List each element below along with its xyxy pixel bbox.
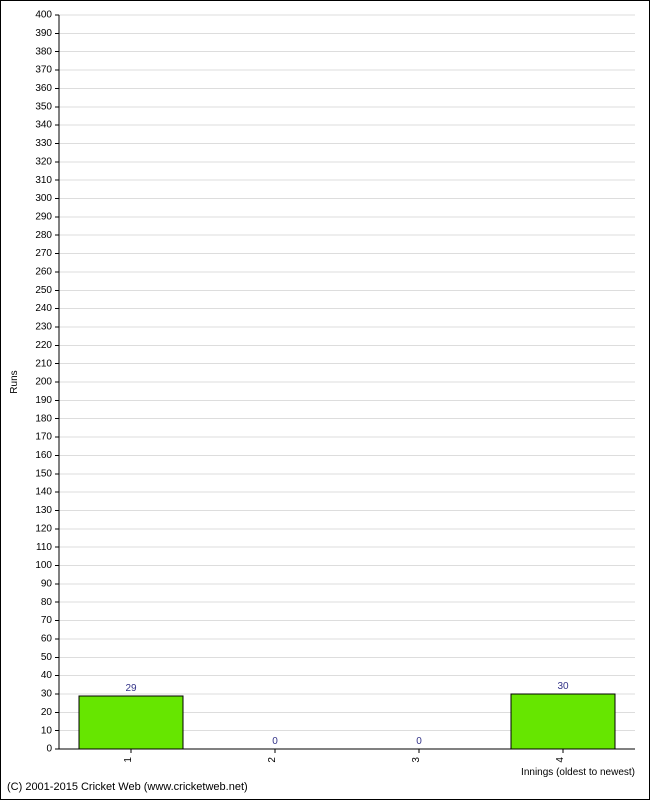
svg-text:400: 400 [35, 10, 52, 21]
svg-text:0: 0 [46, 744, 52, 755]
svg-text:70: 70 [41, 615, 53, 626]
svg-text:120: 120 [35, 523, 52, 534]
svg-text:0: 0 [272, 736, 278, 747]
svg-text:230: 230 [35, 322, 52, 333]
svg-text:180: 180 [35, 413, 52, 424]
svg-text:20: 20 [41, 707, 53, 718]
svg-text:150: 150 [35, 468, 52, 479]
svg-text:40: 40 [41, 670, 53, 681]
svg-text:140: 140 [35, 487, 52, 498]
svg-text:290: 290 [35, 211, 52, 222]
svg-text:130: 130 [35, 505, 52, 516]
svg-text:200: 200 [35, 377, 52, 388]
svg-text:90: 90 [41, 578, 53, 589]
svg-text:220: 220 [35, 340, 52, 351]
svg-text:29: 29 [125, 683, 137, 694]
svg-text:380: 380 [35, 46, 52, 57]
svg-text:370: 370 [35, 65, 52, 76]
svg-text:310: 310 [35, 175, 52, 186]
svg-text:Runs: Runs [9, 370, 20, 393]
svg-text:330: 330 [35, 138, 52, 149]
svg-text:30: 30 [557, 681, 569, 692]
svg-text:30: 30 [41, 689, 53, 700]
svg-text:60: 60 [41, 634, 53, 645]
svg-text:80: 80 [41, 597, 53, 608]
svg-text:4: 4 [555, 757, 566, 763]
chart-frame: 0102030405060708090100110120130140150160… [0, 0, 650, 800]
svg-text:160: 160 [35, 450, 52, 461]
svg-text:300: 300 [35, 193, 52, 204]
svg-text:Innings (oldest to newest): Innings (oldest to newest) [521, 767, 635, 778]
copyright-text: (C) 2001-2015 Cricket Web (www.cricketwe… [7, 781, 248, 793]
svg-text:0: 0 [416, 736, 422, 747]
svg-text:2: 2 [267, 757, 278, 763]
svg-text:270: 270 [35, 248, 52, 259]
svg-text:360: 360 [35, 83, 52, 94]
runs-bar-chart: 0102030405060708090100110120130140150160… [1, 1, 650, 801]
svg-text:100: 100 [35, 560, 52, 571]
svg-text:240: 240 [35, 303, 52, 314]
svg-text:1: 1 [123, 757, 134, 763]
svg-text:110: 110 [36, 542, 52, 553]
svg-text:10: 10 [41, 725, 53, 736]
svg-text:350: 350 [35, 101, 52, 112]
svg-text:280: 280 [35, 230, 52, 241]
svg-text:50: 50 [41, 652, 53, 663]
svg-text:210: 210 [35, 358, 52, 369]
svg-text:250: 250 [35, 285, 52, 296]
svg-text:3: 3 [411, 757, 422, 763]
svg-text:320: 320 [35, 156, 52, 167]
svg-text:260: 260 [35, 267, 52, 278]
svg-text:190: 190 [35, 395, 52, 406]
svg-text:390: 390 [35, 28, 52, 39]
svg-text:170: 170 [35, 432, 52, 443]
svg-text:340: 340 [35, 120, 52, 131]
